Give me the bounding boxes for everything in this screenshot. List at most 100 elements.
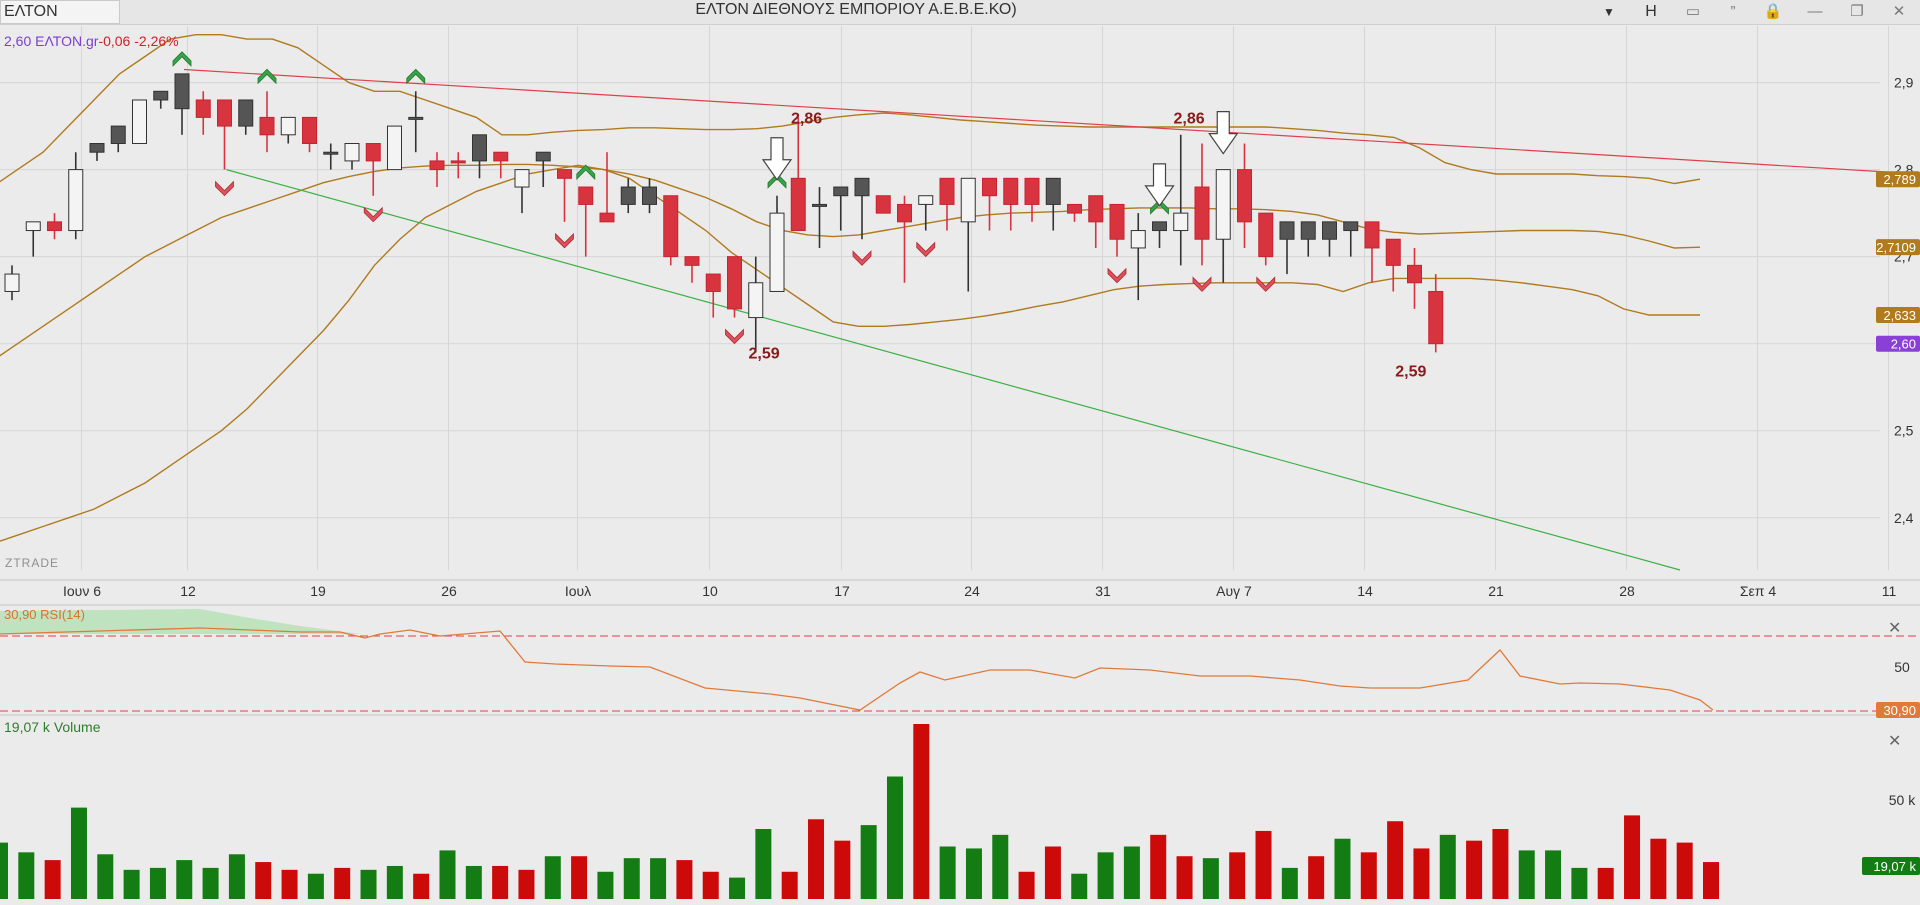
candle (174, 73, 190, 135)
candle (450, 152, 466, 179)
panel-icon[interactable]: ▭ (1685, 3, 1701, 20)
candle (302, 116, 317, 153)
candle (1067, 203, 1082, 222)
candle-body (1364, 221, 1380, 249)
minimize-icon[interactable]: — (1807, 3, 1823, 20)
price-badge-label: 2,633 (1883, 308, 1916, 323)
h-button[interactable]: H (1645, 3, 1657, 20)
candle (1024, 177, 1040, 222)
volume-bar (1334, 838, 1351, 899)
price-annotation: 2,59 (749, 345, 780, 362)
candle (790, 117, 806, 232)
candle (1130, 213, 1146, 301)
candle-body (812, 203, 827, 207)
candle (875, 195, 891, 214)
candle (238, 99, 254, 135)
candle (1343, 221, 1359, 257)
candle (1279, 221, 1295, 275)
candle-body (1215, 169, 1231, 240)
candle (365, 143, 381, 196)
price-badge (1876, 335, 1920, 352)
restore-icon[interactable]: ❐ (1850, 3, 1864, 20)
volume-bar (834, 840, 851, 899)
comment-icon[interactable]: ” (1730, 3, 1736, 20)
volume-bar (465, 865, 482, 899)
volume-bar (939, 846, 956, 899)
candle (1385, 238, 1401, 292)
rsi-tick-label: 50 (1894, 659, 1910, 675)
volume-close-icon[interactable]: ✕ (1888, 733, 1902, 750)
volume-bar (1097, 852, 1114, 899)
volume-bar (1071, 873, 1088, 899)
rsi-close-icon[interactable]: ✕ (1888, 620, 1902, 637)
candle-body (25, 221, 41, 232)
volume-bar (1387, 821, 1404, 899)
volume-bar (1518, 850, 1535, 899)
candle-body (1173, 212, 1189, 232)
x-tick-label: 24 (964, 583, 980, 599)
candle-body (408, 116, 424, 120)
candle (535, 151, 551, 188)
candle (642, 178, 657, 214)
candle (408, 91, 424, 153)
lock-icon[interactable]: 🔒 (1763, 3, 1783, 20)
volume-bar (544, 856, 561, 899)
candle-body (1258, 212, 1274, 258)
alert-arrow-icon (761, 137, 793, 181)
candle (1194, 143, 1210, 266)
sell-signal-icon (1256, 276, 1276, 292)
support-line (226, 169, 1681, 571)
candle (1152, 221, 1167, 248)
price-badge (1876, 171, 1920, 188)
candle (578, 186, 594, 257)
price-annotation: 2,59 (1395, 363, 1426, 380)
candle-body (89, 143, 105, 153)
volume-bar (702, 871, 719, 899)
volume-bar (650, 858, 667, 899)
symbol-search-box[interactable]: ΕΛΤΟΝ (0, 0, 120, 24)
close-icon[interactable]: ✕ (1892, 3, 1906, 20)
dropdown-icon[interactable]: ▼ (1603, 5, 1615, 19)
candle (748, 256, 764, 353)
candle-body (1109, 203, 1125, 240)
candle (323, 143, 339, 170)
volume-bar (965, 848, 982, 899)
candle-body (642, 186, 657, 205)
candle-body (535, 151, 551, 162)
x-tick-label: 31 (1095, 583, 1111, 599)
volume-bar (1360, 852, 1377, 899)
x-tick-label: Αυγ 7 (1216, 583, 1252, 599)
candle (68, 152, 84, 240)
candle-body (1300, 221, 1316, 240)
candle (429, 152, 445, 188)
candle (110, 125, 126, 153)
candle-body (918, 195, 934, 205)
watermark: ZTRADE (5, 556, 59, 570)
candle (1045, 177, 1061, 231)
y-tick-label: 2,9 (1894, 75, 1914, 91)
volume-bar (886, 776, 903, 899)
volume-bar (808, 819, 825, 899)
candle (4, 265, 20, 301)
candle-body (854, 177, 870, 197)
volume-bar (123, 869, 140, 899)
title-bar: ΕΛΤΟΝ ΕΛΤΟΝ ΔΙΕΘΝΟΥΣ ΕΜΠΟΡΙΟΥ Α.Ε.Β.Ε.ΚΟ… (0, 0, 1920, 25)
volume-bar (149, 867, 166, 899)
candle-body (4, 273, 20, 292)
volume-bar (97, 854, 114, 899)
x-tick-label: 21 (1488, 583, 1504, 599)
candle (982, 177, 997, 231)
volume-bar (1676, 842, 1693, 899)
x-tick-label: 26 (441, 583, 457, 599)
candle-body (790, 177, 806, 232)
candle (514, 169, 530, 214)
candle-body (1024, 177, 1040, 205)
volume-bar (729, 877, 746, 899)
volume-bar (1176, 856, 1193, 899)
quote-price: 2,60 ΕΛΤΟΝ.gr (4, 33, 99, 49)
candle-body (1194, 186, 1210, 240)
candle-body (1003, 177, 1019, 205)
volume-bar (597, 871, 614, 899)
volume-bar (1229, 852, 1246, 899)
